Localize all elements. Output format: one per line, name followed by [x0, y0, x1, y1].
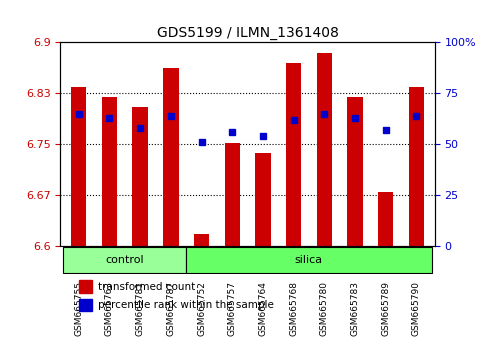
- FancyBboxPatch shape: [63, 247, 186, 273]
- Bar: [378, 192, 393, 246]
- Text: silica: silica: [295, 255, 323, 265]
- Text: percentile rank within the sample: percentile rank within the sample: [98, 300, 274, 310]
- FancyBboxPatch shape: [186, 247, 432, 273]
- Bar: [225, 143, 240, 246]
- Bar: [316, 53, 332, 246]
- Bar: [79, 280, 92, 293]
- Bar: [286, 63, 301, 246]
- Bar: [347, 97, 363, 246]
- Bar: [71, 87, 86, 246]
- Text: control: control: [105, 255, 144, 265]
- Bar: [194, 234, 209, 246]
- Bar: [163, 68, 179, 246]
- Bar: [132, 107, 148, 246]
- Text: transformed count: transformed count: [98, 281, 195, 292]
- Title: GDS5199 / ILMN_1361408: GDS5199 / ILMN_1361408: [156, 26, 339, 40]
- Bar: [255, 153, 270, 246]
- Bar: [102, 97, 117, 246]
- Bar: [79, 299, 92, 311]
- Bar: [409, 87, 424, 246]
